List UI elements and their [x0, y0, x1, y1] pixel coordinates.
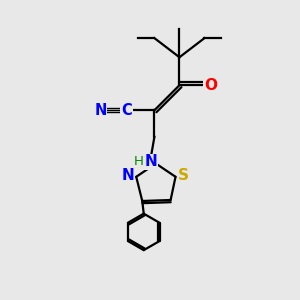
Text: H: H	[133, 155, 143, 168]
Text: N: N	[145, 154, 158, 169]
Text: O: O	[204, 78, 217, 93]
Text: N: N	[122, 168, 134, 183]
Text: N: N	[94, 103, 107, 118]
Text: C: C	[121, 103, 132, 118]
Text: S: S	[178, 168, 189, 183]
